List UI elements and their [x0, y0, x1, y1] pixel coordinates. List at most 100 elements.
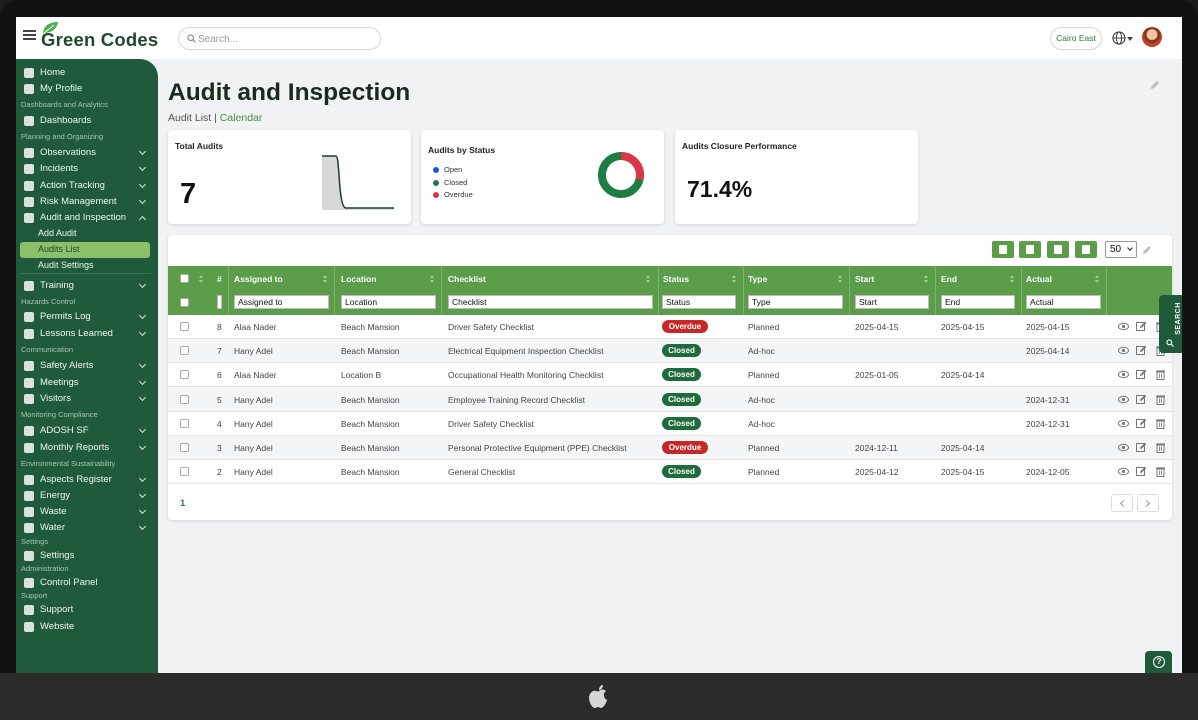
sidebar-item-monthly-reports[interactable]: Monthly Reports: [16, 440, 158, 456]
chevron-down-icon[interactable]: [1127, 37, 1133, 41]
sidebar-item-home[interactable]: Home: [16, 65, 158, 81]
sidebar-item-audits-list[interactable]: Audits List: [20, 242, 150, 258]
filter-status[interactable]: [662, 295, 736, 309]
filter-checkbox[interactable]: [180, 298, 189, 307]
sidebar-item-training[interactable]: Training: [16, 278, 158, 294]
column-header-end[interactable]: End: [941, 274, 958, 284]
sidebar-item-adosh-sf[interactable]: ADOSH SF: [16, 423, 158, 439]
trash-icon[interactable]: [1155, 394, 1166, 405]
column-header-checklist[interactable]: Checklist: [448, 274, 486, 284]
breadcrumb-audit-list[interactable]: Audit List: [168, 112, 212, 124]
trash-icon[interactable]: [1155, 369, 1166, 381]
edit-icon[interactable]: [1136, 394, 1147, 405]
sidebar-item-add-audit[interactable]: Add Audit: [38, 228, 77, 238]
view-icon[interactable]: [1118, 466, 1129, 477]
column-header-assigned-to[interactable]: Assigned to: [234, 274, 283, 284]
filter-end[interactable]: [941, 295, 1015, 309]
row-checkbox[interactable]: [180, 394, 189, 404]
sidebar-item-permits-log[interactable]: Permits Log: [16, 309, 158, 325]
sidebar-item-dashboards[interactable]: Dashboards: [16, 113, 158, 129]
row-checkbox[interactable]: [180, 443, 189, 452]
select-all-checkbox[interactable]: [180, 274, 189, 283]
filter-num[interactable]: [217, 295, 222, 309]
column-header-status[interactable]: Status: [663, 274, 689, 284]
pagination-prev-button[interactable]: [1111, 494, 1133, 512]
edit-icon[interactable]: [1136, 369, 1147, 380]
column-header-actual[interactable]: Actual: [1026, 274, 1052, 284]
pagination-next-button[interactable]: [1137, 494, 1159, 512]
sidebar-item-website[interactable]: Website: [16, 619, 158, 635]
sort-icon[interactable]: [646, 275, 651, 283]
sidebar-item-observations[interactable]: Observations: [16, 145, 158, 161]
edit-columns-icon[interactable]: [1142, 244, 1153, 255]
table-row[interactable]: 8 Alaa Nader Beach Mansion Driver Safety Ch…: [168, 315, 1172, 339]
search-box[interactable]: [178, 27, 381, 50]
row-checkbox[interactable]: [180, 370, 189, 380]
sidebar-item-incidents[interactable]: Incidents: [16, 161, 158, 177]
sort-icon[interactable]: [732, 275, 737, 283]
filter-actual[interactable]: [1026, 295, 1101, 309]
filter-location[interactable]: [341, 295, 436, 309]
sidebar-item-energy[interactable]: Energy: [16, 488, 158, 504]
row-checkbox[interactable]: [180, 467, 189, 477]
sort-icon[interactable]: [924, 275, 929, 283]
export-excel-button[interactable]: [992, 241, 1014, 258]
view-icon[interactable]: [1118, 345, 1129, 356]
calendar-button[interactable]: [1047, 241, 1069, 258]
site-selector[interactable]: Cairo East: [1050, 27, 1102, 50]
sort-icon[interactable]: [199, 275, 204, 283]
table-row[interactable]: 4 Hany Adel Beach Mansion Driver Safety Che…: [168, 412, 1172, 436]
sidebar-item-meetings[interactable]: Meetings: [16, 375, 158, 391]
sidebar-item-settings[interactable]: Settings: [16, 548, 158, 564]
edit-icon[interactable]: [1136, 321, 1147, 332]
filter-start[interactable]: [855, 295, 929, 309]
column-header-type[interactable]: Type: [748, 274, 768, 284]
sidebar-item-waste[interactable]: Waste: [16, 504, 158, 520]
hamburger-menu-icon[interactable]: [23, 30, 36, 40]
trash-icon[interactable]: [1155, 442, 1166, 453]
table-row[interactable]: 7 Hany Adel Beach Mansion Electrical Equipm…: [168, 339, 1172, 364]
search-input[interactable]: [198, 31, 373, 47]
sidebar-item-action-tracking[interactable]: Action Tracking: [16, 178, 158, 194]
sort-icon[interactable]: [1010, 275, 1015, 283]
view-icon[interactable]: [1118, 321, 1129, 332]
table-row[interactable]: 2 Hany Adel Beach Mansion General Checklist…: [168, 460, 1172, 485]
sidebar-item-audit-inspection[interactable]: Audit and Inspection: [16, 210, 158, 226]
table-row[interactable]: 3 Hany Adel Beach Mansion Personal Protecti…: [168, 436, 1172, 460]
sidebar-item-audit-settings[interactable]: Audit Settings: [38, 260, 94, 270]
row-checkbox[interactable]: [180, 418, 189, 428]
pagination-current-page[interactable]: 1: [180, 498, 186, 509]
row-checkbox[interactable]: [180, 322, 189, 331]
sort-icon[interactable]: [838, 275, 843, 283]
sidebar-item-aspects-register[interactable]: Aspects Register: [16, 472, 158, 488]
view-icon[interactable]: [1118, 394, 1129, 405]
help-button[interactable]: ?: [1145, 651, 1172, 673]
column-header-num[interactable]: #: [217, 274, 222, 284]
export-pdf-button[interactable]: [1075, 241, 1097, 258]
sidebar-item-lessons-learned[interactable]: Lessons Learned: [16, 326, 158, 342]
globe-language-icon[interactable]: [1112, 31, 1126, 45]
filter-checklist[interactable]: [448, 295, 653, 309]
sidebar-item-my-profile[interactable]: My Profile: [16, 81, 158, 97]
sidebar-item-safety-alerts[interactable]: Safety Alerts: [16, 358, 158, 374]
edit-icon[interactable]: [1136, 442, 1147, 453]
sidebar-item-water[interactable]: Water: [16, 520, 158, 536]
page-size-select[interactable]: 50: [1105, 241, 1137, 258]
edit-page-icon[interactable]: [1149, 79, 1161, 91]
row-checkbox[interactable]: [180, 346, 189, 356]
sidebar-item-risk-management[interactable]: Risk Management: [16, 194, 158, 210]
sidebar-item-control-panel[interactable]: Control Panel: [16, 575, 158, 591]
view-icon[interactable]: [1118, 418, 1129, 429]
column-header-location[interactable]: Location: [341, 274, 377, 284]
side-search-tab[interactable]: SEARCH: [1159, 295, 1182, 353]
breadcrumb-calendar-link[interactable]: Calendar: [219, 112, 263, 124]
table-row[interactable]: 6 Alaa Nader Location B Occupational Health…: [168, 363, 1172, 388]
sidebar-item-support[interactable]: Support: [16, 602, 158, 618]
trash-icon[interactable]: [1155, 466, 1166, 478]
print-button[interactable]: [1019, 241, 1041, 258]
view-icon[interactable]: [1118, 369, 1129, 380]
user-avatar[interactable]: [1142, 27, 1162, 47]
edit-icon[interactable]: [1136, 466, 1147, 477]
sort-icon[interactable]: [1095, 275, 1100, 283]
filter-type[interactable]: [748, 295, 843, 309]
